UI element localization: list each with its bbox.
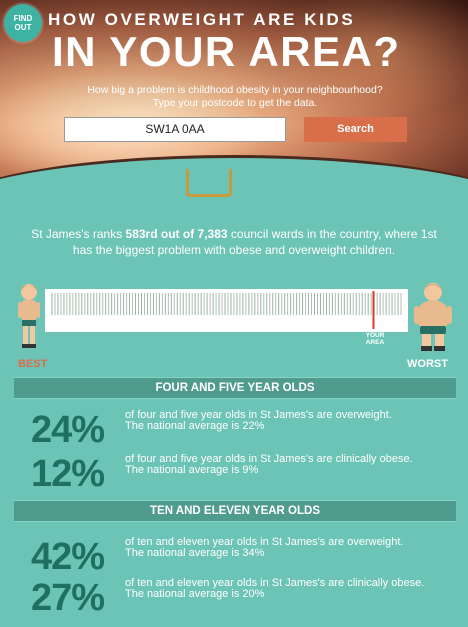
stat-percent: 12% xyxy=(31,453,105,495)
hero-banner: FIND OUT HOW OVERWEIGHT ARE KIDS IN YOUR… xyxy=(0,0,468,205)
stat-row: 12% of four and five year olds in St Jam… xyxy=(0,452,468,496)
subtitle-line-1: How big a problem is childhood obesity i… xyxy=(87,84,383,96)
stat-description-text: of ten and eleven year olds in St James'… xyxy=(125,577,425,589)
stat-description: of ten and eleven year olds in St James'… xyxy=(125,578,445,600)
stat-description-text: of four and five year olds in St James's… xyxy=(125,453,413,465)
stat-row: 24% of four and five year olds in St Jam… xyxy=(0,408,468,452)
page-title-line-2: IN YOUR AREA? xyxy=(52,28,401,75)
stat-row: 27% of ten and eleven year olds in St Ja… xyxy=(0,576,468,620)
find-out-badge: FIND OUT xyxy=(4,4,42,42)
postcode-input[interactable]: SW1A 0AA xyxy=(64,117,286,142)
national-average-text: The national average is 22% xyxy=(125,420,265,432)
stat-description: of four and five year olds in St James's… xyxy=(125,454,445,476)
section-heading-ten-eleven: TEN AND ELEVEN YEAR OLDS xyxy=(14,500,456,522)
page-subtitle: How big a problem is childhood obesity i… xyxy=(60,84,410,110)
worst-label: WORST xyxy=(407,358,448,370)
plate-rim xyxy=(0,155,468,205)
rank-text-suffix: council wards in the country, where 1st … xyxy=(72,227,437,257)
find-out-badge-label: FIND OUT xyxy=(13,14,33,32)
national-average-text: The national average is 9% xyxy=(125,464,259,476)
stat-percent: 42% xyxy=(31,536,105,578)
national-average-text: The national average is 20% xyxy=(125,588,265,600)
your-area-label-line-1: YOUR xyxy=(365,332,385,339)
slim-child-icon xyxy=(18,284,40,348)
search-button[interactable]: Search xyxy=(304,117,407,142)
your-area-label: YOUR AREA xyxy=(357,332,393,346)
stat-row: 42% of ten and eleven year olds in St Ja… xyxy=(0,535,468,579)
ranking-scale-ticks xyxy=(51,291,402,329)
overweight-child-icon xyxy=(414,283,452,351)
your-area-label-line-2: AREA xyxy=(365,339,385,346)
rank-text-prefix: St James's ranks xyxy=(31,227,126,241)
stat-description: of four and five year olds in St James's… xyxy=(125,410,445,432)
plate-edge-decoration xyxy=(0,155,468,205)
stat-description-text: of ten and eleven year olds in St James'… xyxy=(125,536,404,548)
subtitle-line-2: Type your postcode to get the data. xyxy=(152,97,318,109)
hero-photo-highlight-2 xyxy=(270,0,468,120)
belt-buckle-icon xyxy=(186,169,232,197)
section-heading-four-five: FOUR AND FIVE YEAR OLDS xyxy=(14,377,456,399)
stat-percent: 24% xyxy=(31,409,105,451)
best-label: BEST xyxy=(18,358,48,370)
page-title-line-1: HOW OVERWEIGHT ARE KIDS xyxy=(48,10,356,29)
stat-description: of ten and eleven year olds in St James'… xyxy=(125,537,445,559)
stat-percent: 27% xyxy=(31,577,105,619)
rank-summary: St James's ranks 583rd out of 7,383 coun… xyxy=(20,226,448,258)
stat-description-text: of four and five year olds in St James's… xyxy=(125,409,392,421)
national-average-text: The national average is 34% xyxy=(125,547,265,559)
rank-value: 583rd out of 7,383 xyxy=(125,227,228,241)
